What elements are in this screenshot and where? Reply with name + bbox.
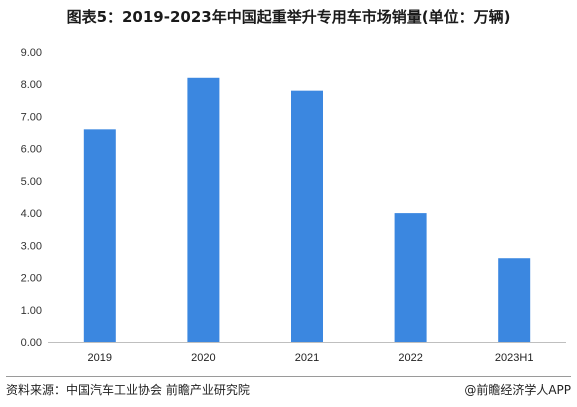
- chart-title: 图表5：2019-2023年中国起重举升专用车市场销量(单位：万辆): [66, 8, 511, 26]
- bar-2021: [291, 90, 323, 343]
- bar-2022: [394, 213, 427, 342]
- x-tick-label: 2022: [398, 352, 422, 364]
- brand-credit: @前瞻经济学人APP: [464, 383, 571, 397]
- y-tick-label: 6.00: [21, 144, 42, 156]
- bar-2023h1: [498, 258, 531, 342]
- y-tick-label: 8.00: [21, 79, 42, 91]
- bar-2019: [83, 129, 116, 342]
- x-axis: 2019 2020 2021 2022 2023H1: [48, 342, 566, 364]
- y-tick-label: 1.00: [21, 305, 42, 317]
- y-tick-label: 9.00: [21, 47, 42, 59]
- footer-divider: [6, 376, 571, 377]
- y-tick-label: 4.00: [21, 208, 42, 220]
- y-tick-label: 3.00: [21, 240, 42, 252]
- x-tick-label: 2019: [88, 352, 112, 364]
- bars: [83, 77, 531, 343]
- y-tick-label: 2.00: [21, 273, 42, 285]
- y-tick-label: 7.00: [21, 111, 42, 123]
- y-tick-label: 5.00: [21, 176, 42, 188]
- y-tick-label: 0.00: [21, 337, 42, 349]
- x-tick-label: 2020: [191, 352, 215, 364]
- bar-2020: [187, 77, 220, 343]
- source-note: 资料来源：中国汽车工业协会 前瞻产业研究院: [6, 383, 250, 397]
- y-axis: 0.00 1.00 2.00 3.00 4.00 5.00 6.00 7.00 8.00 9.00: [21, 47, 42, 349]
- x-tick-label: 2021: [295, 352, 319, 364]
- x-tick-label: 2023H1: [495, 352, 534, 364]
